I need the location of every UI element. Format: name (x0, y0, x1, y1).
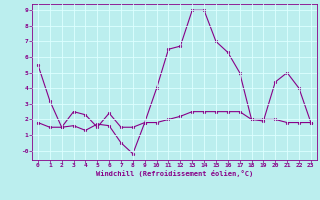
X-axis label: Windchill (Refroidissement éolien,°C): Windchill (Refroidissement éolien,°C) (96, 170, 253, 177)
